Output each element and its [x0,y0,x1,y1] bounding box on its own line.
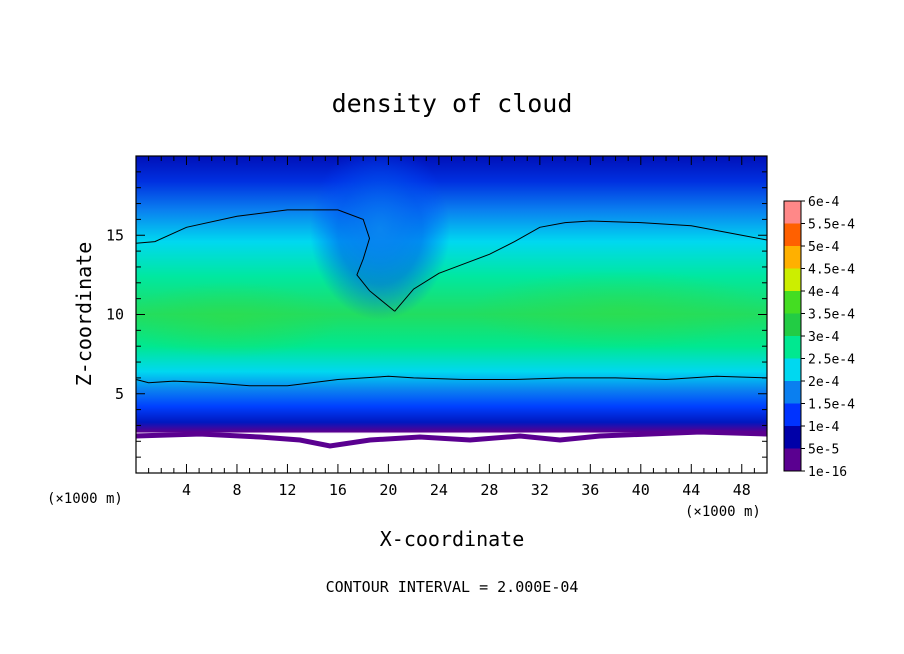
chart-title: density of cloud [332,89,573,118]
colorbar-label: 5e-5 [808,443,839,458]
colorbar-swatch [784,313,801,336]
x-tick-label: 40 [632,481,650,499]
y-tick-label: 5 [115,385,124,403]
colorbar-swatch [784,268,801,291]
colorbar-swatch [784,246,801,269]
colorbar-label: 2e-4 [808,375,839,390]
y-tick-label: 10 [106,306,124,324]
colorbar-label: 4.5e-4 [808,263,855,278]
x-tick-label: 16 [329,481,347,499]
contour-lines [136,209,767,387]
x-tick-label: 24 [430,481,448,499]
contour-line [136,209,396,312]
colorbar-swatch [784,223,801,246]
x-tick-label: 48 [733,481,751,499]
colorbar-swatch [784,291,801,314]
y-axis-label: Z-coordinate [72,242,96,387]
x-tick-label: 20 [379,481,397,499]
x-tick-label: 12 [278,481,296,499]
colorbar-label: 3e-4 [808,330,839,345]
x-tick-label: 36 [581,481,599,499]
colorbar-swatch [784,358,801,381]
colorbar-label: 5e-4 [808,240,839,255]
colorbar-label: 3.5e-4 [808,308,855,323]
contour-line [394,220,767,312]
colorbar: 6e-4 5.5e-4 5e-4 4.5e-4 4e-4 3.5e-4 3e-4 2.5e-4… [783,195,855,480]
x-tick-label: 4 [182,481,191,499]
colorbar-label: 4e-4 [808,285,839,300]
x-axis-label: X-coordinate [380,527,525,551]
plot-area [136,156,767,473]
colorbar-swatch [784,336,801,359]
colorbar-label: 1e-4 [808,420,839,435]
colorbar-label: 1.5e-4 [808,398,855,413]
x-unit-left: (×1000 m) [47,491,123,507]
colorbar-label: 1e-16 [808,465,847,480]
x-axis: 4 8 12 16 20 24 28 32 36 40 44 48 [148,156,755,499]
colorbar-label: 5.5e-4 [808,218,855,233]
x-tick-label: 28 [480,481,498,499]
green-core-left [136,282,340,358]
x-tick-label: 32 [531,481,549,499]
colorbar-swatch [784,426,801,449]
colorbar-label: 2.5e-4 [808,353,855,368]
colorbar-swatch [784,403,801,426]
updraft-plume [310,156,450,320]
cloud-base-edge [136,429,767,449]
colorbar-swatch [784,381,801,404]
contour-interval-note: CONTOUR INTERVAL = 2.000E-04 [326,578,579,596]
colorbar-label: 6e-4 [808,195,839,210]
colorbar-swatch [784,448,801,471]
x-tick-label: 44 [682,481,700,499]
y-axis: 5 10 15 [106,171,767,458]
x-unit-right: (×1000 m) [685,504,761,520]
y-tick-label: 15 [106,226,124,244]
x-tick-label: 8 [232,481,241,499]
green-core-right [470,270,767,350]
contour-line [136,375,767,387]
colorbar-swatch [784,201,801,224]
